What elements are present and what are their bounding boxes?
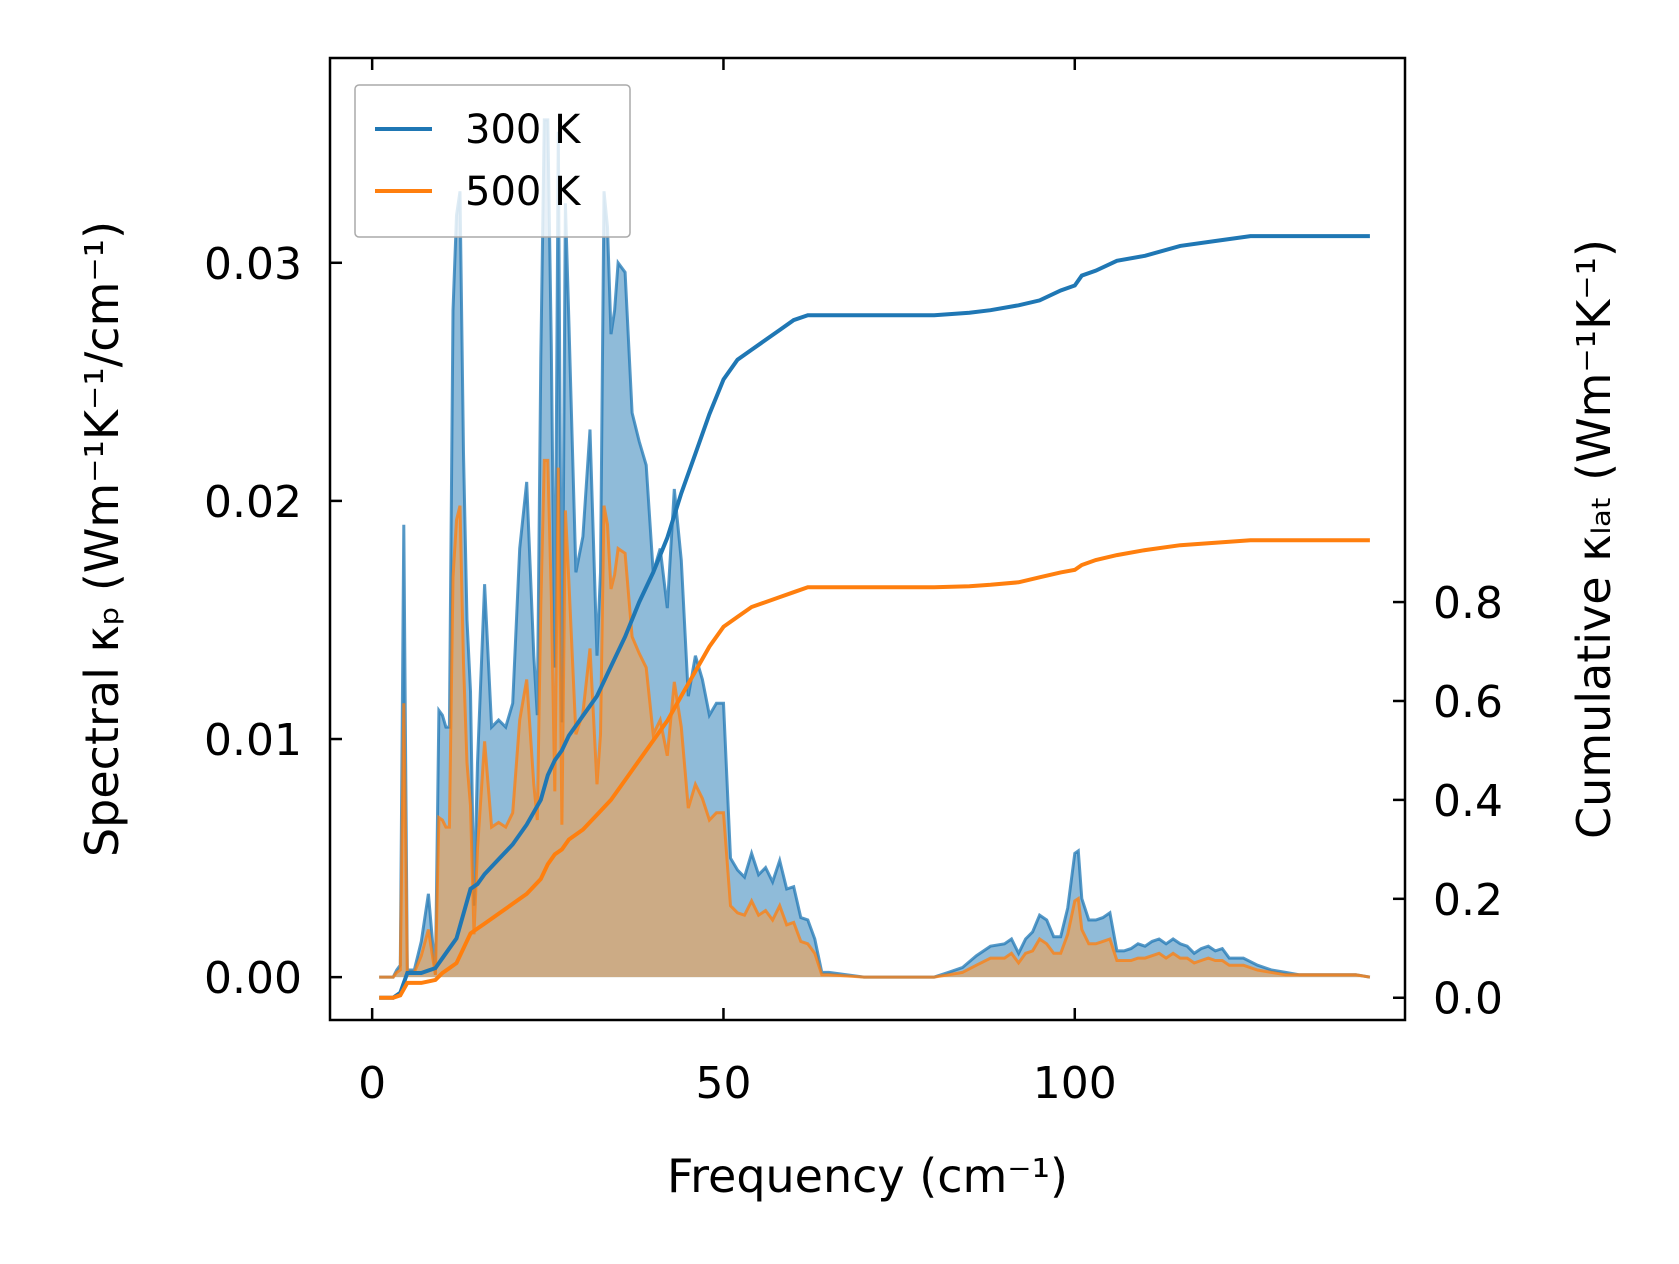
- y2-tick-label: 0.4: [1433, 776, 1503, 827]
- x-axis-label: Frequency (cm⁻¹): [667, 1149, 1068, 1203]
- ticks: 0 50 100 0.00 0.01 0.02 0.03 0.0 0.2 0.4 0.6 0.8: [204, 58, 1503, 1109]
- spectral-line-500k: [379, 458, 1371, 979]
- cumulative-line-500k: [379, 538, 1370, 1000]
- cumulative-line-300k: [379, 234, 1370, 1000]
- x-tick-label: 50: [695, 1058, 751, 1109]
- y2-tick-label: 0.8: [1433, 578, 1503, 629]
- axes-frame: [328, 56, 1407, 1022]
- legend-label-300k: 300 K: [465, 107, 582, 153]
- x-tick-label: 0: [358, 1058, 386, 1109]
- y2-tick-label: 0.0: [1433, 974, 1503, 1025]
- y-tick-label: 0.03: [204, 239, 302, 290]
- y-axis-label: Spectral κₚ (Wm⁻¹K⁻¹/cm⁻¹): [75, 221, 129, 857]
- y-tick-label: 0.00: [204, 953, 302, 1004]
- y-tick-label: 0.01: [204, 715, 302, 766]
- plot-area: [379, 118, 1371, 1000]
- y2-tick-label: 0.6: [1433, 677, 1503, 728]
- legend: 300 K 500 K: [354, 84, 631, 238]
- y2-axis-label: Cumulative κₗₐₜ (Wm⁻¹K⁻¹): [1567, 239, 1621, 839]
- x-tick-label: 100: [1033, 1058, 1117, 1109]
- legend-box: [354, 84, 631, 238]
- legend-label-500k: 500 K: [465, 169, 582, 215]
- y-tick-label: 0.02: [204, 477, 302, 528]
- y2-tick-label: 0.2: [1433, 875, 1503, 926]
